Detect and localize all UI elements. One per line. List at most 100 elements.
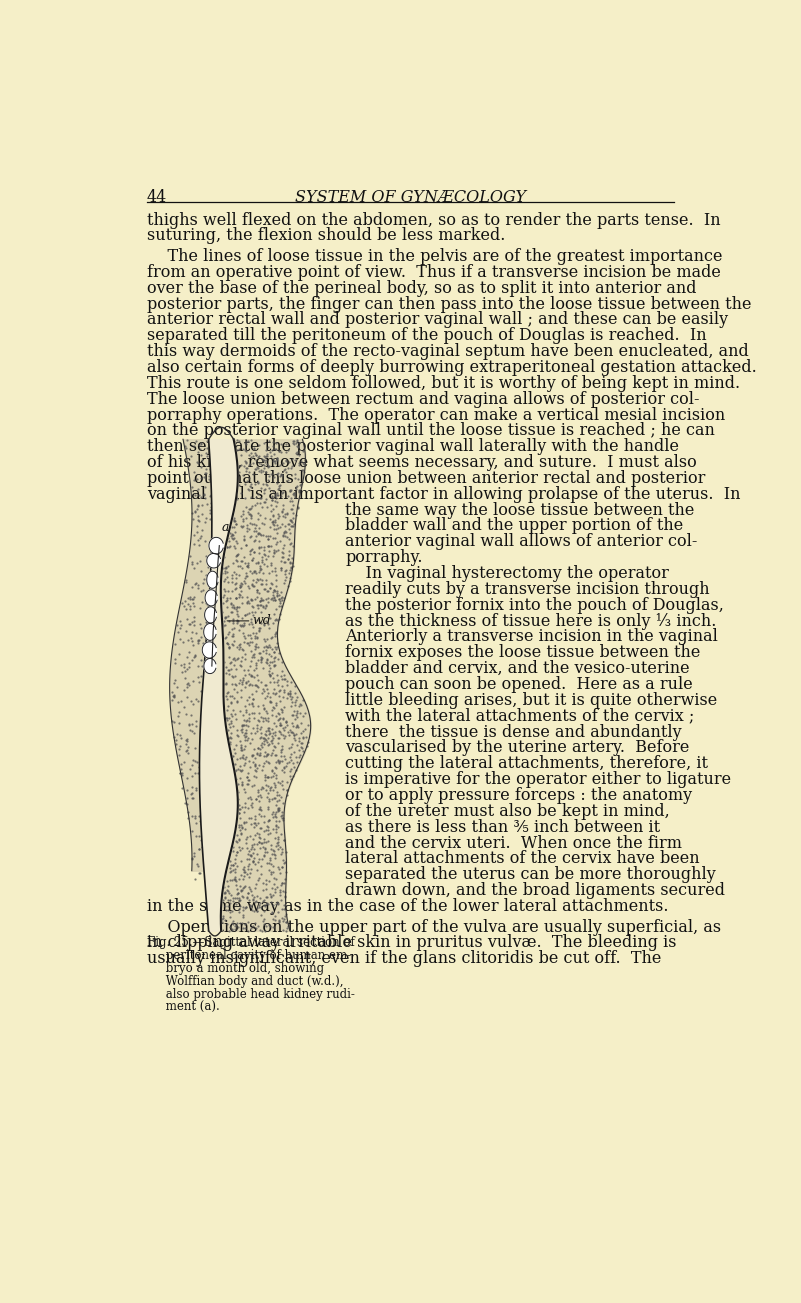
Point xyxy=(278,551,291,572)
Point xyxy=(278,560,291,581)
Point xyxy=(168,684,181,705)
Point xyxy=(260,710,273,731)
Point xyxy=(243,503,256,524)
Point xyxy=(272,675,284,696)
Point xyxy=(253,754,266,775)
Point xyxy=(254,555,267,576)
Point xyxy=(186,650,199,671)
Point xyxy=(258,536,271,556)
Point xyxy=(244,825,257,846)
Point xyxy=(275,787,288,808)
Point xyxy=(267,513,280,534)
Point xyxy=(291,435,304,456)
Point xyxy=(235,482,248,503)
Point xyxy=(183,614,196,635)
Point xyxy=(251,757,264,778)
Point xyxy=(179,572,192,593)
Point xyxy=(195,486,208,507)
Point xyxy=(273,709,286,730)
Point xyxy=(183,653,195,674)
Point xyxy=(287,503,300,524)
Point xyxy=(258,844,271,865)
Point xyxy=(184,595,197,616)
Point xyxy=(175,753,187,774)
Point xyxy=(190,430,203,451)
Point xyxy=(239,440,252,461)
Point xyxy=(258,846,271,866)
Point xyxy=(264,446,277,466)
Point xyxy=(198,487,211,508)
Point xyxy=(235,652,248,672)
Point xyxy=(245,595,258,616)
Point xyxy=(223,523,236,543)
Point xyxy=(234,820,247,840)
Point xyxy=(229,859,242,880)
Point xyxy=(252,831,265,852)
Point xyxy=(247,689,260,710)
Point xyxy=(271,585,284,606)
Point xyxy=(187,722,200,743)
Point xyxy=(276,805,288,826)
Point xyxy=(250,627,263,648)
Point xyxy=(235,912,248,933)
Point xyxy=(180,787,193,808)
Point xyxy=(263,655,276,676)
Point xyxy=(235,773,248,794)
Point xyxy=(258,491,271,512)
Point xyxy=(232,902,245,923)
Point xyxy=(291,701,304,722)
Point xyxy=(183,642,195,663)
Point xyxy=(243,694,256,715)
Point xyxy=(283,480,296,500)
Point xyxy=(231,773,244,794)
Point xyxy=(252,636,265,657)
Point xyxy=(249,562,262,582)
Point xyxy=(165,681,178,702)
Point xyxy=(279,906,292,926)
Point xyxy=(237,515,250,536)
Point xyxy=(235,865,248,886)
Point xyxy=(246,675,259,696)
Point xyxy=(284,499,297,520)
Point xyxy=(271,833,284,853)
Point xyxy=(220,688,233,709)
Point xyxy=(272,902,285,923)
Point xyxy=(194,528,207,549)
Point xyxy=(220,633,233,654)
Point xyxy=(244,859,257,880)
Point xyxy=(276,736,288,757)
Point xyxy=(273,585,286,606)
Point xyxy=(243,468,256,489)
Point xyxy=(275,747,288,767)
Point xyxy=(268,580,281,601)
Point xyxy=(235,537,248,558)
Point xyxy=(173,701,186,722)
Point xyxy=(241,480,254,500)
Point xyxy=(196,450,209,470)
Point xyxy=(284,688,297,709)
Point xyxy=(219,657,232,678)
Point xyxy=(270,438,283,459)
Point xyxy=(274,474,287,495)
Point xyxy=(183,715,196,736)
Point xyxy=(237,801,250,822)
Point xyxy=(292,452,305,473)
Point xyxy=(195,627,207,648)
Point xyxy=(265,627,278,648)
Point xyxy=(258,554,271,575)
Point xyxy=(276,652,288,672)
Point xyxy=(265,500,278,521)
Point xyxy=(179,667,191,688)
Point xyxy=(261,799,274,820)
Point xyxy=(240,766,253,787)
Point xyxy=(192,629,205,650)
Point xyxy=(230,545,243,566)
Point xyxy=(192,826,205,847)
Point xyxy=(279,525,292,546)
Point xyxy=(259,545,272,566)
Point xyxy=(288,482,300,503)
Point xyxy=(238,917,251,938)
Point xyxy=(204,499,217,520)
Point xyxy=(280,670,293,691)
Point xyxy=(227,891,239,912)
